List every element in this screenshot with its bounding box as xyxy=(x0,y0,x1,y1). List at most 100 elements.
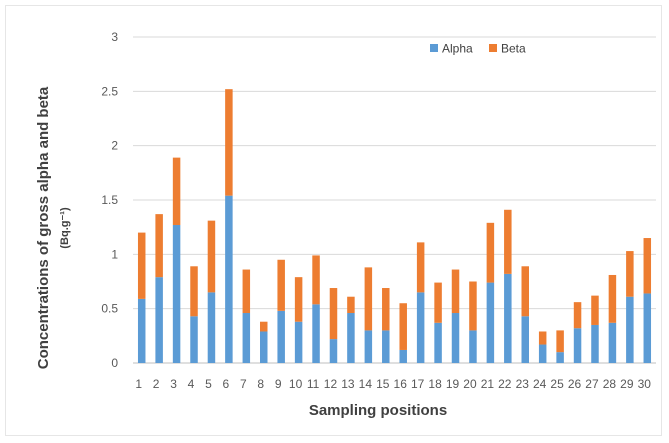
bar-alpha-17 xyxy=(416,292,425,363)
bar-alpha-23 xyxy=(521,316,529,363)
x-tick-label: 8 xyxy=(257,377,264,391)
bar-alpha-13 xyxy=(347,313,355,363)
bar-alpha-28 xyxy=(608,322,617,363)
bar-alpha-6 xyxy=(225,195,233,363)
bar-beta-13 xyxy=(347,296,355,314)
bar-beta-10 xyxy=(294,277,303,322)
bar-beta-29 xyxy=(626,251,634,297)
x-tick-label: 11 xyxy=(307,377,320,391)
legend-swatch-alpha xyxy=(430,44,438,52)
y-tick-label: 0.5 xyxy=(101,302,118,316)
x-tick-label: 24 xyxy=(533,377,547,391)
chart-frame xyxy=(5,5,662,436)
y-tick-label: 3 xyxy=(111,30,118,44)
y-tick-label: 1 xyxy=(111,247,118,261)
bar-alpha-3 xyxy=(172,224,181,363)
bar-alpha-7 xyxy=(242,313,251,363)
x-tick-label: 1 xyxy=(135,377,142,391)
bar-beta-20 xyxy=(469,281,477,331)
bar-alpha-30 xyxy=(643,293,652,363)
bar-alpha-11 xyxy=(312,304,320,363)
bar-beta-17 xyxy=(416,242,425,293)
bar-beta-15 xyxy=(382,288,390,331)
bar-alpha-29 xyxy=(626,296,634,363)
x-tick-label: 21 xyxy=(481,377,495,391)
x-tick-labels: 1 2 3 4 5 6 7 8 9 10 11 12 13 14 15 16 17 18 19 20 21 22 23 24 2… xyxy=(135,377,651,391)
bar-beta-9 xyxy=(277,259,285,311)
bar-alpha-8 xyxy=(260,331,268,363)
x-tick-label: 16 xyxy=(394,377,408,391)
y-tick-label: 0 xyxy=(111,356,118,370)
x-tick-label: 18 xyxy=(428,377,442,391)
x-tick-label: 14 xyxy=(359,377,373,391)
bar-alpha-1 xyxy=(137,298,146,363)
bar-beta-19 xyxy=(451,269,460,314)
x-tick-label: 10 xyxy=(289,377,303,391)
bar-alpha-24 xyxy=(538,344,547,363)
bar-beta-11 xyxy=(312,255,320,305)
bar-alpha-2 xyxy=(155,277,163,363)
bar-beta-12 xyxy=(329,288,338,340)
y-tick-labels: 0 0.5 1 1.5 2 2.5 3 xyxy=(101,30,118,370)
bar-beta-7 xyxy=(242,269,251,314)
bar-beta-26 xyxy=(573,302,582,329)
bar-alpha-27 xyxy=(591,324,599,363)
bar-alpha-16 xyxy=(399,349,407,363)
x-tick-label: 2 xyxy=(153,377,160,391)
legend-label-beta: Beta xyxy=(501,42,526,56)
bar-beta-2 xyxy=(155,214,163,278)
y-axis-unit: (Bq.g⁻¹) xyxy=(59,207,71,249)
bar-beta-8 xyxy=(260,321,268,332)
bar-alpha-5 xyxy=(207,292,216,363)
bar-alpha-9 xyxy=(277,310,285,363)
bar-beta-1 xyxy=(137,232,146,299)
bar-alpha-19 xyxy=(451,313,460,363)
y-tick-label: 2.5 xyxy=(101,84,118,98)
legend: Alpha Beta xyxy=(430,42,526,56)
bar-beta-5 xyxy=(207,220,216,293)
x-tick-label: 13 xyxy=(341,377,355,391)
bar-beta-14 xyxy=(364,267,373,331)
x-tick-label: 19 xyxy=(446,377,460,391)
x-tick-label: 3 xyxy=(170,377,177,391)
x-tick-label: 30 xyxy=(638,377,652,391)
x-tick-label: 9 xyxy=(275,377,282,391)
bar-alpha-20 xyxy=(469,330,477,363)
bar-beta-22 xyxy=(504,209,512,274)
x-tick-label: 29 xyxy=(620,377,634,391)
bar-beta-3 xyxy=(172,157,181,225)
y-tick-label: 1.5 xyxy=(101,193,118,207)
bar-alpha-26 xyxy=(573,328,582,363)
x-tick-label: 25 xyxy=(550,377,564,391)
x-tick-label: 22 xyxy=(498,377,512,391)
x-tick-label: 17 xyxy=(411,377,425,391)
legend-label-alpha: Alpha xyxy=(442,42,473,56)
x-tick-label: 27 xyxy=(585,377,599,391)
bar-beta-28 xyxy=(608,274,617,323)
x-tick-label: 28 xyxy=(603,377,617,391)
bar-alpha-12 xyxy=(329,339,338,363)
bar-alpha-21 xyxy=(486,282,495,363)
bar-alpha-10 xyxy=(294,321,303,363)
bar-alpha-18 xyxy=(434,322,442,363)
legend-swatch-beta xyxy=(489,44,497,52)
bar-beta-27 xyxy=(591,295,599,325)
bar-beta-21 xyxy=(486,222,495,283)
x-tick-label: 26 xyxy=(568,377,582,391)
x-tick-label: 5 xyxy=(205,377,212,391)
x-tick-label: 20 xyxy=(463,377,477,391)
bar-beta-16 xyxy=(399,303,407,350)
bar-beta-23 xyxy=(521,266,529,317)
bar-beta-18 xyxy=(434,282,442,323)
x-tick-label: 7 xyxy=(240,377,247,391)
x-tick-label: 4 xyxy=(188,377,195,391)
bar-alpha-4 xyxy=(190,316,198,363)
x-tick-label: 6 xyxy=(223,377,230,391)
bar-beta-24 xyxy=(538,331,547,345)
y-tick-label: 2 xyxy=(111,139,118,153)
bar-alpha-22 xyxy=(504,273,512,363)
x-axis-title: Sampling positions xyxy=(309,402,447,419)
bar-beta-6 xyxy=(225,89,233,196)
bar-beta-4 xyxy=(190,266,198,317)
